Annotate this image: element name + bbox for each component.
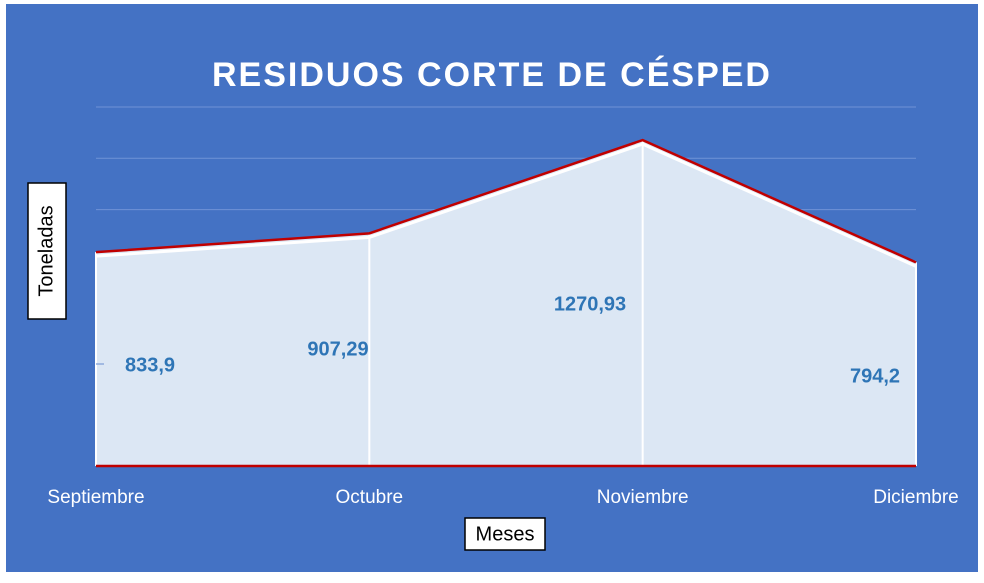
x-tick-label: Octubre (336, 487, 404, 508)
area-line (95, 138, 917, 264)
x-tick-label: Diciembre (873, 487, 959, 508)
data-label: 1270,93 (554, 293, 626, 315)
x-tick-label: Septiembre (47, 487, 144, 508)
data-label: 907,29 (307, 338, 368, 360)
x-axis-title: Meses (476, 523, 535, 545)
y-axis-title: Toneladas (35, 205, 57, 296)
y-axis-title-box (27, 182, 67, 320)
data-label: 833,9 (125, 354, 175, 376)
x-axis-title-box (464, 517, 546, 551)
area-edge-highlight (95, 142, 917, 268)
chart-title: RESIDUOS CORTE DE CÉSPED (212, 56, 772, 94)
data-label: 794,2 (850, 365, 900, 387)
x-tick-label: Noviembre (597, 487, 689, 508)
plot-area: 833,9 Septiembre 907,29 Octubre 1270,93 Novie… (47, 106, 959, 508)
area (96, 140, 916, 466)
